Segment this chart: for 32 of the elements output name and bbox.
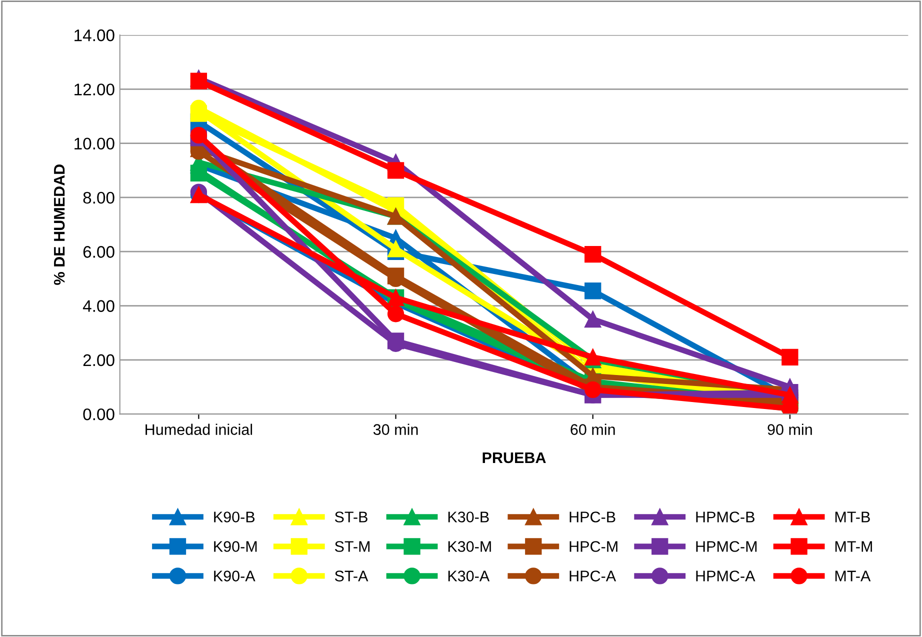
legend-label: K90-A (214, 570, 256, 582)
legend-label: HPC-A (570, 570, 616, 582)
legend-label: K30-A (448, 570, 490, 582)
legend-label: HPMC-M (696, 541, 757, 552)
legend-label: K90-M (214, 541, 257, 552)
legend-label: K30-B (448, 512, 489, 522)
legend-label: MT-A (835, 570, 871, 582)
x-axis-title: PRUEBA (482, 452, 546, 464)
legend-label: HPC-M (570, 541, 618, 552)
x-tick-label: 60 min (570, 424, 615, 435)
legend-label: HPMC-B (696, 512, 754, 522)
legend-label: K90-B (214, 512, 255, 522)
y-tick-label: 6.00 (83, 246, 114, 258)
legend-label: ST-B (334, 512, 368, 522)
y-tick-label: 0.00 (83, 408, 114, 420)
legend-label: K30-M (448, 541, 491, 552)
legend-label: ST-M (334, 541, 370, 552)
legend-label: HPMC-A (696, 570, 756, 582)
y-tick-label: 4.00 (82, 300, 114, 312)
x-tick-label: Humedad inicial (146, 424, 252, 435)
x-tick-label: 30 min (373, 424, 418, 435)
legend-label: HPC-B (570, 512, 616, 522)
y-tick-label: 2.00 (83, 354, 114, 366)
y-axis-title: % DE HUMEDAD (54, 164, 65, 285)
y-tick-label: 8.00 (83, 192, 114, 204)
x-tick-label: 90 min (768, 424, 812, 435)
y-tick-label: 12.00 (74, 84, 114, 96)
legend-label: MT-M (835, 541, 872, 552)
legend-label: ST-A (334, 570, 368, 582)
y-tick-label: 14.00 (74, 29, 114, 42)
y-tick-label: 10.00 (74, 138, 114, 150)
legend-label: MT-B (835, 512, 870, 522)
